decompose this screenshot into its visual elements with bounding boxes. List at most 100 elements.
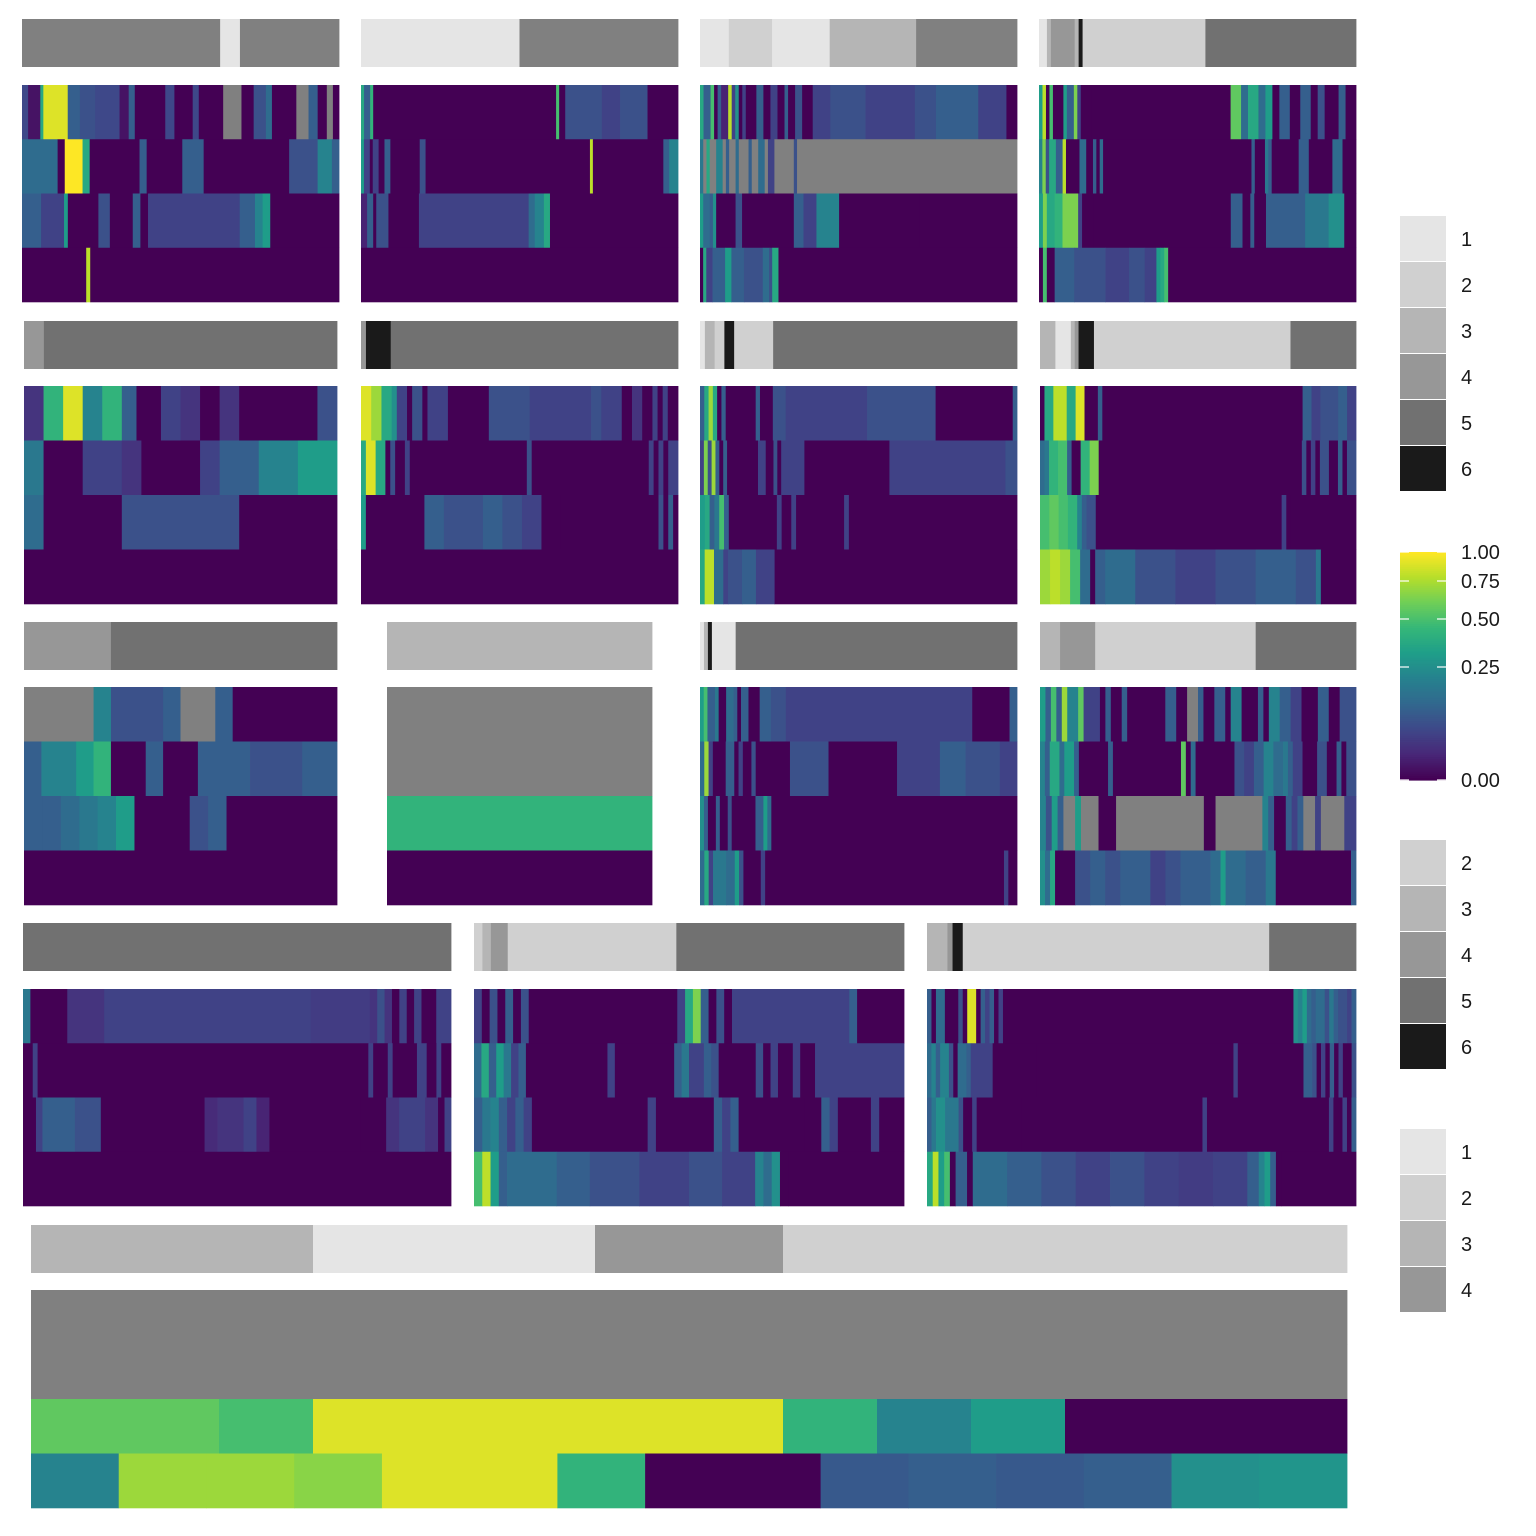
heatmap-cell — [1099, 687, 1106, 742]
heatmap-cell — [1036, 1043, 1234, 1098]
colorbar-slice — [1400, 580, 1446, 583]
heatmap-cell — [1342, 440, 1348, 496]
heatmap-cell — [1259, 1453, 1348, 1509]
heatmap-cell — [751, 139, 759, 194]
heatmap-cell — [719, 440, 724, 496]
heatmap-cell — [797, 139, 830, 194]
annotation-cell — [390, 321, 679, 369]
colorbar-slice — [1400, 654, 1446, 658]
colorbar-tick-label: 1.00 — [1461, 542, 1500, 564]
heatmap-cell — [1116, 796, 1205, 851]
heatmap-cell — [700, 741, 705, 797]
annotation-cell — [1078, 19, 1083, 67]
heatmap-cell — [704, 386, 709, 441]
heatmap-cell — [715, 440, 720, 496]
heatmap-cell — [726, 850, 736, 906]
heatmap-cell — [488, 1043, 497, 1098]
heatmap-cell — [1045, 687, 1052, 742]
heatmap-cell — [1320, 386, 1339, 441]
annotation-cell — [700, 622, 705, 670]
heatmap-cell — [1040, 495, 1050, 550]
heatmap-cell — [22, 247, 87, 303]
heatmap-cell — [748, 139, 753, 194]
heatmap-cell — [1273, 741, 1284, 797]
annotation-cell — [916, 19, 946, 67]
heatmap-cell — [1112, 741, 1182, 797]
heatmap-cell — [1074, 741, 1080, 797]
heatmap-cell — [529, 386, 592, 441]
heatmap-cell — [1342, 139, 1357, 194]
annotation-cell — [1055, 321, 1072, 369]
colorbar-slice — [1400, 590, 1446, 593]
heatmap-cell — [421, 989, 437, 1044]
colorbar-slice — [1400, 698, 1446, 701]
heatmap-cell — [1102, 386, 1303, 441]
heatmap-cell — [30, 989, 68, 1044]
heatmap-cell — [704, 850, 710, 906]
heatmap-cell — [1007, 1151, 1042, 1207]
heatmap-cell — [371, 386, 382, 441]
annotation-cell — [1060, 622, 1096, 670]
heatmap-cell — [1215, 549, 1257, 605]
heatmap-cell — [270, 193, 340, 249]
heatmap-cell — [1328, 193, 1345, 249]
heatmap-cell — [978, 85, 1007, 140]
heatmap-cell — [373, 1043, 389, 1098]
heatmap-cell — [867, 386, 937, 441]
heatmap-cell — [662, 386, 669, 441]
heatmap-cell — [1168, 247, 1357, 303]
heatmap-cell — [1225, 850, 1247, 906]
heatmap-cell — [1220, 850, 1226, 906]
heatmap-cell — [474, 1097, 483, 1153]
heatmap-cell — [722, 1151, 756, 1207]
heatmap-cell — [1302, 741, 1318, 797]
annotation-cell — [101, 19, 221, 67]
heatmap-cell — [645, 1453, 821, 1509]
heatmap-cell — [503, 1043, 512, 1098]
colorbar-slice — [1400, 738, 1446, 741]
heatmap-cell — [713, 850, 727, 906]
heatmap-cell — [1084, 386, 1099, 441]
heatmap-cell — [1074, 247, 1106, 303]
heatmap-cell — [1160, 247, 1165, 303]
heatmap-cell — [443, 495, 484, 550]
heatmap-cell — [1105, 247, 1130, 303]
heatmap-cell — [505, 989, 514, 1044]
heatmap-cell — [254, 193, 264, 249]
heatmap-cell — [385, 440, 391, 496]
heatmap-panel-r3c4 — [1040, 622, 1357, 906]
heatmap-cell — [1272, 85, 1280, 140]
heatmap-cell — [24, 796, 43, 851]
heatmap-cell — [560, 495, 659, 550]
heatmap-cell — [399, 989, 408, 1044]
legend-label: 4 — [1461, 945, 1472, 967]
legend-label: 4 — [1461, 367, 1472, 389]
heatmap-cell — [317, 386, 338, 441]
annotation-cell — [1269, 923, 1357, 971]
heatmap-cell — [372, 139, 380, 194]
annotation-cell — [110, 622, 338, 670]
heatmap-cell — [1286, 495, 1292, 550]
heatmap-cell — [361, 247, 679, 303]
heatmap-cell — [22, 193, 42, 249]
heatmap-cell — [725, 247, 732, 303]
heatmap-cell — [1067, 495, 1078, 550]
heatmap-cell — [63, 386, 84, 441]
colorbar-slice — [1400, 715, 1446, 718]
annotation-cell — [474, 923, 483, 971]
colorbar-slice — [1400, 742, 1446, 745]
heatmap-cell — [1203, 796, 1216, 851]
heatmap-cell — [219, 1399, 314, 1454]
heatmap-cell — [1110, 1151, 1145, 1207]
heatmap-cell — [1328, 440, 1339, 496]
colorbar-slice — [1400, 692, 1446, 696]
heatmap-cell — [727, 796, 733, 851]
colorbar-slice — [1400, 704, 1446, 707]
heatmap-cell — [741, 549, 757, 605]
heatmap-cell — [1338, 85, 1346, 140]
heatmap-cell — [317, 85, 328, 140]
heatmap-cell — [998, 989, 1004, 1044]
heatmap-cell — [67, 85, 81, 140]
colorbar-slice — [1400, 736, 1446, 739]
heatmap-cell — [93, 687, 112, 742]
